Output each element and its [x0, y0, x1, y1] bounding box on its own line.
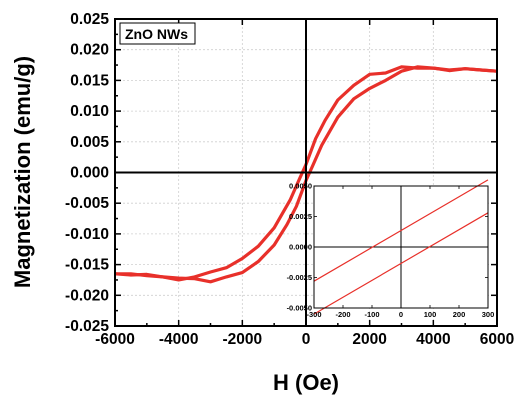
- y-tick-label: -0.015: [65, 257, 109, 274]
- y-axis-title: Magnetization (emu/g): [10, 56, 35, 288]
- inset-ticks: [313, 185, 489, 309]
- x-axis-title: H (Oe): [273, 370, 339, 395]
- x-tick-label: -300: [306, 310, 321, 319]
- x-tick-label: 0: [399, 310, 403, 319]
- y-tick-label: 0.0000: [289, 243, 312, 252]
- x-tick-label: 200: [453, 310, 466, 319]
- x-tick-label: 300: [482, 310, 495, 319]
- y-tick-label: -0.025: [65, 318, 109, 335]
- y-tick-label: 0.005: [70, 134, 109, 151]
- y-tick-label: -0.005: [65, 195, 109, 212]
- x-tick-label: 100: [424, 310, 437, 319]
- y-tick-labels: -0.025 -0.020 -0.015 -0.010 -0.005 0.000 0.005…: [65, 11, 109, 335]
- x-tick-label: 4000: [416, 331, 450, 348]
- x-tick-labels: -6000 -4000 -2000 0 2000 4000 6000: [95, 331, 514, 348]
- inset-y-tick-labels: -0.0050 -0.0025 0.0000 0.0025 0.0050: [287, 182, 312, 313]
- inset-zero-lines: [314, 186, 488, 308]
- zero-lines: [115, 19, 497, 326]
- x-tick-label: 2000: [352, 331, 386, 348]
- inset-x-tick-labels: -300 -200 -100 0 100 200 300: [306, 310, 494, 319]
- inset-curves: [313, 179, 489, 315]
- y-tick-label: 0.025: [70, 11, 109, 28]
- y-tick-label: 0.0050: [289, 182, 312, 191]
- y-tick-label: -0.010: [65, 226, 109, 243]
- annotation-box: [119, 22, 196, 45]
- x-tick-label: -200: [335, 310, 350, 319]
- x-tick-label: 0: [302, 331, 311, 348]
- y-tick-label: -0.020: [65, 287, 109, 304]
- x-tick-label: -6000: [95, 331, 135, 348]
- y-tick-label: 0.015: [70, 72, 109, 89]
- y-tick-label: 0.000: [70, 165, 109, 182]
- x-tick-label: 6000: [480, 331, 514, 348]
- y-tick-label: -0.0050: [287, 304, 312, 313]
- y-tick-label: 0.020: [70, 42, 109, 59]
- annotation-label: ZnO NWs: [125, 26, 188, 42]
- x-tick-label: -4000: [159, 331, 199, 348]
- y-tick-label: 0.010: [70, 103, 109, 120]
- x-tick-label: -100: [364, 310, 379, 319]
- y-tick-label: -0.0025: [287, 273, 312, 282]
- y-tick-label: 0.0025: [289, 212, 312, 221]
- series-2-line: [313, 212, 489, 315]
- x-tick-label: -2000: [223, 331, 263, 348]
- series-1-line: [313, 179, 489, 282]
